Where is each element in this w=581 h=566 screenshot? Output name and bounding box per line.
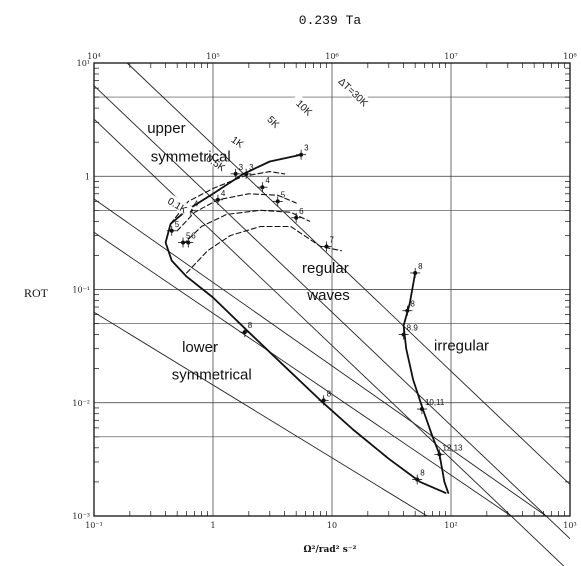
point-label: 5 [175,220,180,229]
region-label: regular [302,260,349,277]
data-points [166,149,445,485]
data-point [275,199,280,204]
x-tick-label: 10³ [563,521,576,530]
x-tick-label: 10² [444,521,457,530]
point-label: 8 [327,389,332,398]
region-label: irregular [434,337,489,354]
point-label: 3 [249,163,254,172]
data-point [324,244,329,249]
region-label: upper [147,120,185,137]
data-point [215,197,220,202]
point-label: 4 [221,189,226,198]
x-tick-label: 1 [210,521,215,530]
region-label: lower [182,339,218,356]
data-point [437,452,442,457]
data-point [419,407,424,412]
point-label: 5 [281,190,286,199]
isotherm-label-bg [163,192,193,217]
data-point [415,477,420,482]
data-point [169,228,174,233]
isotherm-line [126,62,571,485]
plot-frame [93,62,571,517]
y-tick-label: 10⁻³ [72,512,90,521]
data-point [401,332,406,337]
point-label: 5 [186,232,191,241]
transition-curve [176,193,297,232]
top-tick-label: 10⁵ [206,52,219,61]
isotherm-label-bg [260,107,289,135]
labels: 10⁻¹ 1 10 10² 10³ 10⁴ 10⁵ 10⁶ 10⁷ 10⁸ 10⁻³ 10⁻² 10⁻¹… [72,52,576,530]
data-point [233,171,238,176]
point-label: 6 [191,232,196,241]
boundary-curve [402,272,450,494]
point-label: 12,13 [442,443,463,452]
isotherm-label-bg [201,149,232,175]
top-axis-title: 0.239 Ta [299,13,362,28]
isotherm-label: ΔT=30K [336,76,370,109]
region-label: symmetrical [151,148,231,165]
data-point [244,171,249,176]
point-label: 8 [410,300,415,309]
isotherm-label-bg [290,93,319,121]
x-tick-label: 10⁻¹ [85,521,103,530]
data-point [294,215,299,220]
isotherm-line [93,85,571,540]
point-label: 6 [299,207,304,216]
point-label: 4 [194,199,199,208]
data-point [405,308,410,313]
y-tick-label: 10¹ [77,59,90,68]
y-tick-label: 1 [85,172,90,181]
y-axis-title: ROT [24,286,49,300]
point-label: 10,11 [425,398,445,407]
top-tick-label: 10⁸ [563,52,576,61]
transition-curve [186,225,342,274]
data-point [299,152,304,157]
top-tick-label: 10⁴ [87,52,100,61]
isotherm-label-bg [223,128,253,154]
point-label: 3 [239,163,244,172]
data-point [181,240,186,245]
data-point [186,240,191,245]
point-label: 8 [420,469,425,478]
region-label: symmetrical [172,367,252,384]
boundary-curve [164,153,447,494]
isotherm-line [93,311,428,517]
x-axis-title: Ω²/rad² s⁻² [304,545,357,555]
point-label: 8 [248,321,253,330]
data-point [321,398,326,403]
top-tick-label: 10⁷ [444,52,457,61]
x-tick-label: 10 [327,521,337,530]
isotherm-line [93,118,565,566]
top-tick-label: 10⁶ [325,52,338,61]
y-tick-label: 10⁻¹ [72,286,90,295]
data-point [260,185,265,190]
point-label: 4 [265,176,270,185]
regime-boundaries [164,153,450,494]
isotherm-label-bg [340,77,368,105]
data-point [413,270,418,275]
transition-curve [182,209,311,245]
region-label: waves [306,287,350,304]
point-label: 7 [330,235,335,244]
y-tick-label: 10⁻² [72,399,90,408]
point-label: 8.9 [407,324,419,333]
data-point [242,330,247,335]
point-label: 8 [418,262,423,271]
point-label: 3 [304,144,309,153]
